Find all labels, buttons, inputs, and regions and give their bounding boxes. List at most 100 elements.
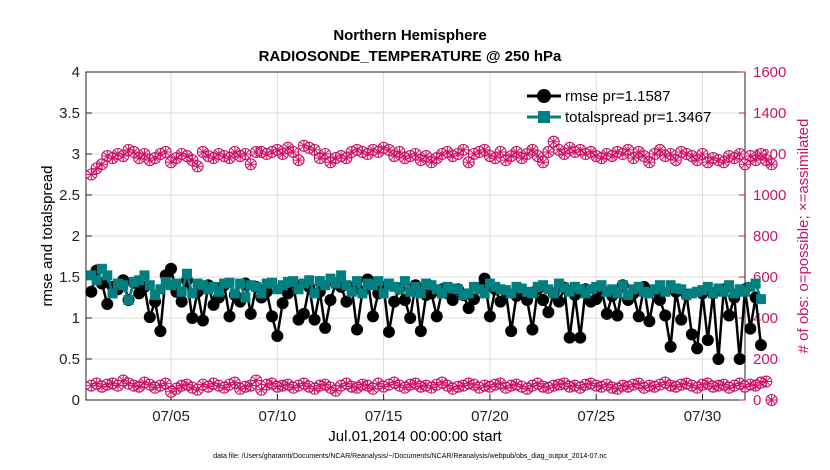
rmse-point: [101, 298, 114, 311]
obs-upper-assimilated-point: [218, 150, 230, 162]
tick-label-right: 0: [753, 392, 761, 409]
obs-upper-assimilated-point: [495, 146, 507, 158]
rmse-point: [701, 334, 714, 347]
totalspread-point: [654, 280, 665, 291]
obs-upper-assimilated-point: [319, 148, 331, 160]
tick-label-x: 07/30: [684, 408, 722, 425]
tick-label-left: 0: [72, 392, 80, 409]
obs-lower-assimilated-point: [569, 380, 581, 392]
rmse-point: [754, 339, 767, 352]
obs-lower-assimilated-point: [702, 378, 714, 390]
totalspread-point: [320, 280, 331, 291]
obs-lower-assimilated-point: [606, 382, 618, 394]
totalspread-point: [314, 276, 325, 287]
obs-lower-assimilated-point: [154, 380, 166, 392]
obs-lower-assimilated-point: [675, 379, 687, 391]
obs-lower-assimilated-point: [585, 378, 597, 390]
totalspread-point: [702, 281, 713, 292]
obs-lower-assimilated-point: [691, 382, 703, 394]
totalspread-point: [453, 284, 464, 295]
tick-label-left: 4: [72, 64, 80, 81]
obs-upper-assimilated-point: [643, 156, 655, 168]
legend: rmse pr=1.1587 totalspread pr=1.3467: [527, 88, 711, 126]
obs-lower-assimilated-point: [633, 378, 645, 390]
obs-upper-assimilated-point: [441, 146, 453, 158]
obs-upper-assimilated-point: [186, 154, 198, 166]
obs-lower-assimilated-point: [239, 381, 251, 393]
obs-lower-assimilated-point: [410, 378, 421, 390]
obs-upper-assimilated-point: [617, 148, 629, 160]
rmse-point: [563, 331, 576, 344]
obs-upper-assimilated-point: [681, 148, 693, 160]
obs-lower-assimilated-point: [601, 379, 613, 391]
obs-upper-assimilated-point: [718, 156, 730, 168]
rmse-point: [494, 295, 507, 308]
obs-lower-assimilated-point: [229, 377, 241, 389]
totalspread-point: [431, 284, 442, 295]
totalspread-point: [288, 276, 299, 287]
obs-lower-assimilated-point: [558, 378, 570, 390]
obs-upper-assimilated-point: [176, 148, 188, 160]
tick-label-x: 07/05: [152, 408, 190, 425]
totalspread-point: [745, 281, 756, 292]
obs-upper-assimilated-point: [239, 148, 251, 160]
obs-lower-assimilated-point: [298, 378, 310, 390]
totalspread-point: [330, 278, 341, 289]
totalspread-point: [309, 288, 320, 299]
totalspread-point: [235, 278, 246, 289]
totalspread-point: [251, 281, 262, 292]
obs-lower-assimilated-point: [117, 375, 129, 387]
obs-upper-assimilated-point: [542, 146, 554, 158]
rmse-point: [324, 293, 337, 306]
obs-upper-assimilated-point: [362, 148, 374, 160]
rmse-point: [196, 314, 209, 327]
totalspread-point: [293, 284, 304, 295]
obs-upper-assimilated-point: [245, 158, 257, 170]
obs-upper-assimilated-point: [383, 144, 395, 156]
totalspread-point: [484, 278, 495, 289]
series-layer: [85, 135, 778, 407]
totalspread-point: [495, 284, 506, 295]
totalspread-point: [585, 284, 596, 295]
rmse-point: [143, 311, 156, 324]
obs-upper-assimilated-point: [723, 150, 735, 162]
totalspread-point: [155, 284, 166, 295]
obs-lower-assimilated-point: [580, 379, 592, 391]
obs-lower-assimilated-point: [112, 380, 124, 392]
obs-lower-assimilated-point: [707, 381, 719, 393]
footnote: data file: /Users/gharamti/Documents/NCA…: [213, 453, 607, 460]
obs-upper-assimilated-point: [107, 152, 119, 164]
obs-upper-assimilated-point: [548, 136, 560, 148]
rmse-point: [281, 287, 294, 300]
obs-lower-assimilated-point: [388, 377, 400, 389]
totalspread-point: [229, 288, 240, 299]
obs-upper-assimilated-point: [627, 152, 639, 164]
obs-upper-assimilated-point: [223, 152, 235, 164]
obs-upper-assimilated-point: [633, 146, 645, 158]
totalspread-point: [479, 288, 490, 299]
obs-lower-assimilated-point: [755, 377, 767, 389]
obs-upper-assimilated-point: [479, 144, 491, 156]
obs-lower-assimilated-point: [611, 383, 623, 395]
tick-label-left: 0.5: [59, 351, 80, 368]
obs-lower-assimilated-point: [399, 382, 411, 394]
totalspread-point: [633, 281, 644, 292]
obs-lower-assimilated-point: [712, 380, 724, 392]
obs-upper-assimilated-point: [351, 144, 363, 156]
rmse-point: [685, 328, 698, 341]
obs-upper-assimilated-point: [744, 150, 756, 162]
obs-upper-assimilated-point: [123, 144, 135, 156]
totalspread-point: [160, 276, 171, 287]
legend-rmse-label: rmse pr=1.1587: [565, 88, 670, 105]
totalspread-point: [538, 280, 549, 291]
obs-lower-assimilated-point: [468, 379, 480, 391]
legend-spread-marker: [538, 111, 550, 123]
rmse-point: [590, 293, 603, 306]
tick-label-right: 800: [753, 228, 778, 245]
rmse-point: [297, 307, 310, 320]
obs-lower-assimilated-point: [479, 380, 491, 392]
totalspread-point: [516, 283, 527, 294]
totalspread-point: [490, 281, 501, 292]
obs-upper-assimilated-point: [138, 148, 150, 160]
obs-lower-assimilated-point: [723, 382, 735, 394]
